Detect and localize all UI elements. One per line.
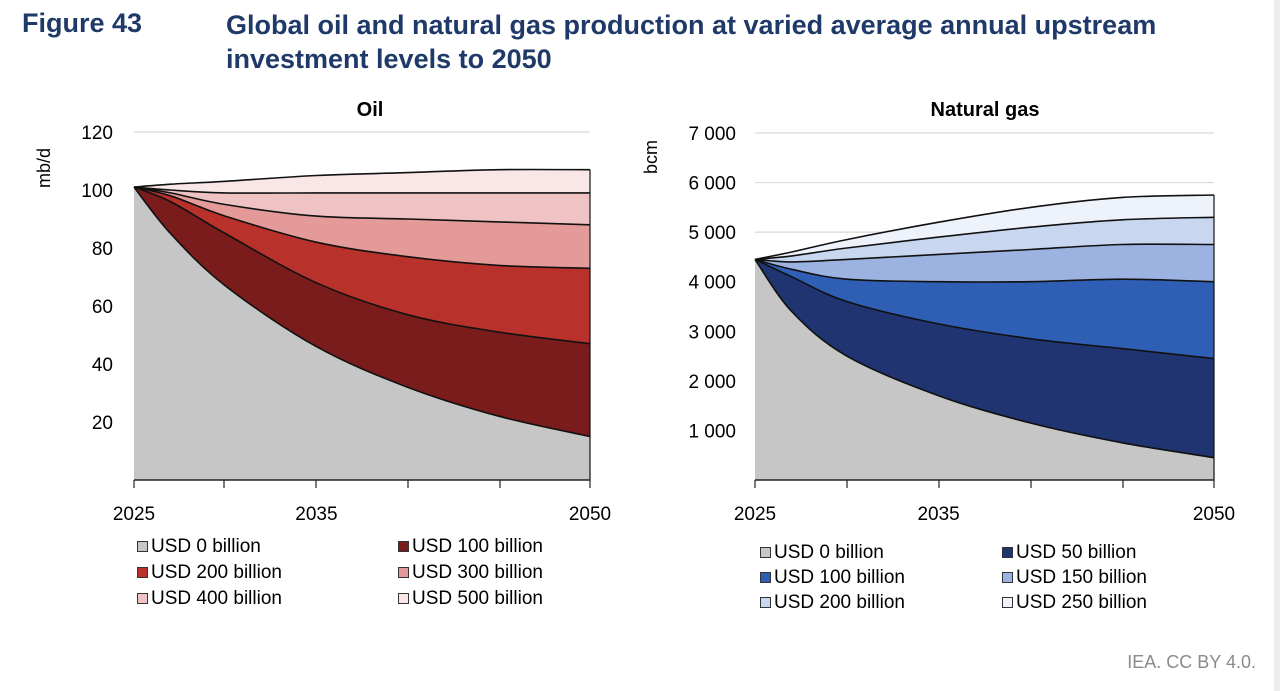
area-band-usd-300-billion xyxy=(134,187,590,269)
area-band-usd-500-billion xyxy=(134,169,590,194)
series-line xyxy=(754,243,1215,263)
legend-label: USD 300 billion xyxy=(412,562,543,583)
legend-item: USD 250 billion xyxy=(1002,590,1147,615)
legend-swatch xyxy=(398,567,409,578)
x-tick-label: 2035 xyxy=(917,504,959,525)
legend-swatch xyxy=(137,567,148,578)
legend-label: USD 200 billion xyxy=(151,562,282,583)
legend-swatch xyxy=(398,593,409,604)
y-axis-label: mb/d xyxy=(34,148,54,188)
area-band-usd-100-billion xyxy=(755,259,1214,359)
y-tick-label: 20 xyxy=(92,413,113,434)
legend-swatch xyxy=(137,593,148,604)
y-tick-label: 60 xyxy=(92,297,113,318)
legend-label: USD 0 billion xyxy=(774,542,884,563)
legend-swatch xyxy=(137,541,148,552)
chart-title: Natural gas xyxy=(931,99,1040,121)
legend-item: USD 0 billion xyxy=(137,534,261,559)
legend-item: USD 100 billion xyxy=(398,534,543,559)
area-band-usd-100-billion xyxy=(134,187,590,437)
area-band-usd-200-billion xyxy=(755,217,1214,262)
legend-item: USD 0 billion xyxy=(760,540,884,565)
legend-swatch xyxy=(760,547,771,558)
series-line xyxy=(133,168,591,188)
legend-swatch xyxy=(760,572,771,583)
x-tick-label: 2050 xyxy=(569,504,611,525)
legend-label: USD 200 billion xyxy=(774,592,905,613)
legend-item: USD 500 billion xyxy=(398,586,543,611)
legend-item: USD 100 billion xyxy=(760,565,905,590)
legend-label: USD 150 billion xyxy=(1016,567,1147,588)
legend-label: USD 100 billion xyxy=(774,567,905,588)
series-line xyxy=(133,186,590,194)
legend-item: USD 200 billion xyxy=(760,590,905,615)
y-tick-label: 120 xyxy=(81,123,113,144)
series-line xyxy=(133,186,591,270)
legend-label: USD 0 billion xyxy=(151,536,261,557)
figure-label: Figure 43 xyxy=(22,8,143,38)
x-tick-label: 2025 xyxy=(734,504,776,525)
legend-label: USD 100 billion xyxy=(412,536,543,557)
page-edge xyxy=(1274,0,1280,691)
y-tick-label: 6 000 xyxy=(688,174,736,195)
y-tick-label: 2 000 xyxy=(688,372,736,393)
y-tick-label: 40 xyxy=(92,355,113,376)
x-tick-label: 2050 xyxy=(1193,504,1235,525)
legend-label: USD 400 billion xyxy=(151,588,282,609)
area-band-usd-200-billion xyxy=(134,187,590,344)
legend-item: USD 400 billion xyxy=(137,586,282,611)
series-line xyxy=(754,258,1215,360)
x-tick-label: 2035 xyxy=(295,504,337,525)
series-line xyxy=(133,186,591,345)
legend-label: USD 500 billion xyxy=(412,588,543,609)
legend-swatch xyxy=(1002,572,1013,583)
legend-swatch xyxy=(1002,597,1013,608)
area-band-usd-250-billion xyxy=(755,195,1214,260)
series-line xyxy=(754,258,1215,459)
area-band-usd-0-billion xyxy=(755,259,1214,480)
area-band-usd-150-billion xyxy=(755,244,1214,282)
y-tick-label: 7 000 xyxy=(688,124,736,145)
series-line xyxy=(133,186,591,226)
y-tick-label: 1 000 xyxy=(688,421,736,442)
x-tick-label: 2025 xyxy=(113,504,155,525)
series-line xyxy=(754,216,1215,261)
y-tick-label: 100 xyxy=(81,181,113,202)
legend-label: USD 50 billion xyxy=(1016,542,1137,563)
y-tick-label: 80 xyxy=(92,239,113,260)
legend-swatch xyxy=(1002,547,1013,558)
legend-label: USD 250 billion xyxy=(1016,592,1147,613)
legend-item: USD 50 billion xyxy=(1002,540,1136,565)
y-axis-label: bcm xyxy=(641,140,661,174)
series-line xyxy=(754,258,1215,283)
legend-item: USD 300 billion xyxy=(398,560,543,585)
series-line xyxy=(133,186,591,438)
y-tick-label: 5 000 xyxy=(688,223,736,244)
legend-swatch xyxy=(760,597,771,608)
y-tick-label: 4 000 xyxy=(688,273,736,294)
chart-title: Oil xyxy=(357,99,384,121)
area-band-usd-400-billion xyxy=(134,187,590,225)
y-tick-label: 3 000 xyxy=(688,322,736,343)
figure-title: Global oil and natural gas production at… xyxy=(226,10,1157,74)
series-line xyxy=(754,194,1215,261)
area-band-usd-0-billion xyxy=(134,187,590,480)
legend-item: USD 200 billion xyxy=(137,560,282,585)
legend-item: USD 150 billion xyxy=(1002,565,1147,590)
legend-swatch xyxy=(398,541,409,552)
credit-text: IEA. CC BY 4.0. xyxy=(1127,652,1256,672)
